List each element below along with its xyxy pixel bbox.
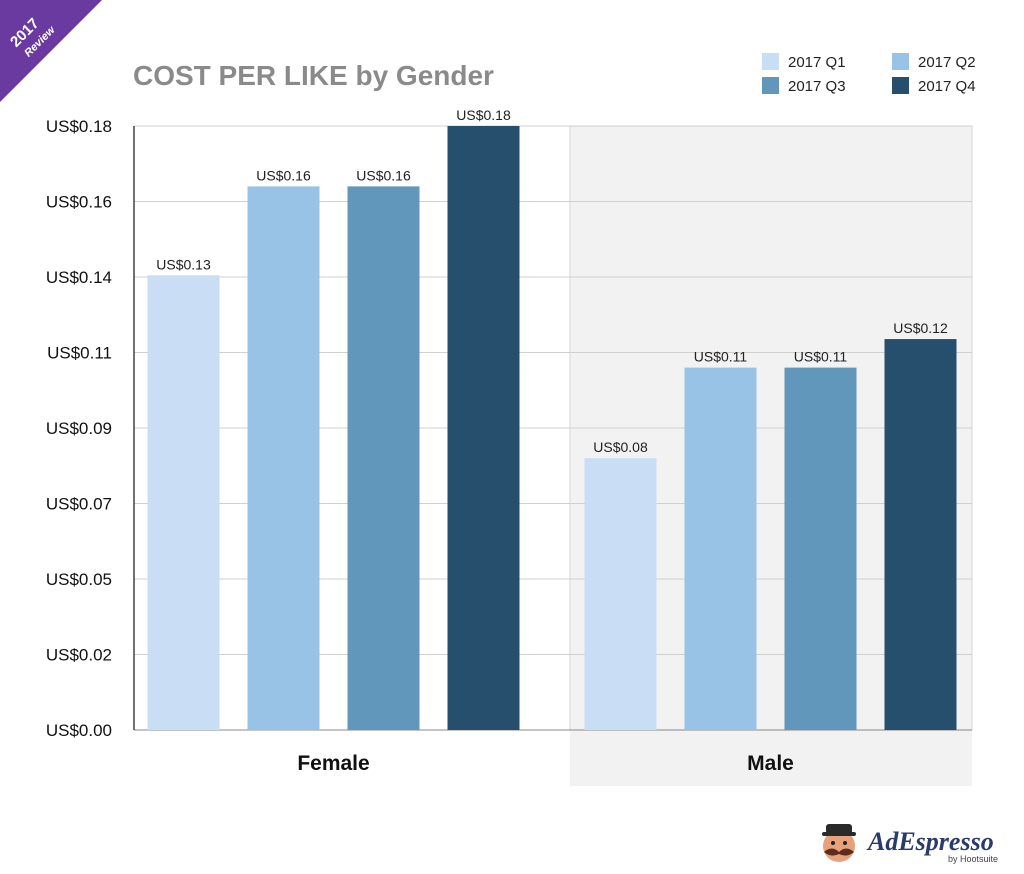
bar-female-2017-q1 (147, 275, 220, 730)
y-axis: US$0.00 US$0.02 US$0.05 US$0.07 US$0.09 US$0.… (46, 117, 135, 740)
legend-swatch (762, 77, 779, 94)
data-label: US$0.11 (794, 349, 848, 365)
male-label-band (570, 730, 972, 786)
data-label: US$0.08 (593, 439, 648, 455)
y-tick-label: US$0.14 (46, 268, 112, 287)
y-tick-label: US$0.11 (47, 344, 112, 363)
legend-label: 2017 Q1 (788, 54, 846, 71)
legend-swatch (892, 53, 909, 70)
adespresso-logo: AdEspresso by Hootsuite (822, 824, 998, 864)
mascot-icon (822, 824, 856, 862)
data-label: US$0.12 (893, 320, 948, 336)
legend-label: 2017 Q3 (788, 78, 846, 95)
y-tick-label: US$0.02 (46, 646, 112, 665)
review-badge: 2017 Review (0, 0, 102, 102)
logo-sub: by Hootsuite (948, 854, 998, 864)
y-tick-label: US$0.16 (46, 193, 112, 212)
data-label: US$0.13 (156, 256, 211, 272)
bar-male-2017-q4 (884, 339, 957, 730)
y-tick-label: US$0.09 (46, 419, 112, 438)
bars: US$0.13 US$0.16 US$0.16 US$0.18 US$0.08 US$0.… (147, 107, 957, 730)
bar-female-2017-q4 (447, 126, 520, 730)
legend-label: 2017 Q2 (918, 54, 976, 71)
legend-label: 2017 Q4 (918, 78, 976, 95)
legend-swatch (892, 77, 909, 94)
data-label: US$0.11 (694, 349, 748, 365)
data-label: US$0.16 (356, 167, 411, 183)
x-category-label: Female (297, 752, 369, 775)
legend: 2017 Q1 2017 Q2 2017 Q3 2017 Q4 (762, 53, 976, 95)
data-label: US$0.16 (256, 167, 311, 183)
y-tick-label: US$0.07 (46, 495, 112, 514)
bar-male-2017-q1 (584, 458, 657, 730)
bar-male-2017-q2 (684, 367, 757, 730)
badge-ribbon (0, 0, 102, 102)
y-tick-label: US$0.18 (46, 117, 112, 136)
bar-male-2017-q3 (784, 367, 857, 730)
bar-female-2017-q2 (247, 186, 320, 730)
x-category-label: Male (747, 752, 794, 775)
chart-title: COST PER LIKE by Gender (133, 60, 494, 91)
y-tick-label: US$0.05 (46, 570, 112, 589)
logo-brand: AdEspresso (866, 827, 994, 856)
data-label: US$0.18 (456, 107, 511, 123)
x-axis: Female Male (297, 752, 794, 775)
y-tick-label: US$0.00 (46, 721, 112, 740)
bar-female-2017-q3 (347, 186, 420, 730)
legend-swatch (762, 53, 779, 70)
